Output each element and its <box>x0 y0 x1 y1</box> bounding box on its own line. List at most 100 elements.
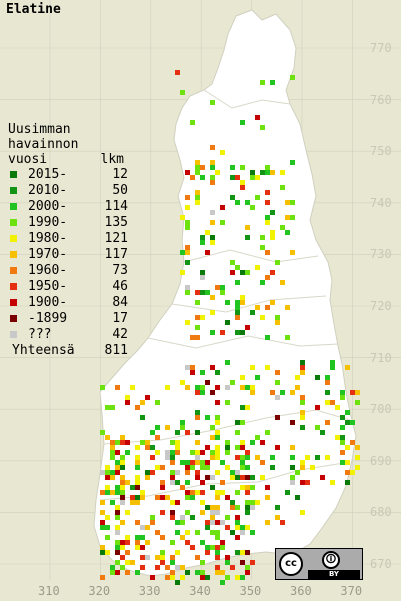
occurrence-cell <box>125 400 130 405</box>
legend-heading-3: vuosi lkm <box>8 152 134 167</box>
occurrence-cell <box>185 540 190 545</box>
occurrence-cell <box>290 475 295 480</box>
occurrence-cell <box>145 475 150 480</box>
occurrence-cell <box>320 475 325 480</box>
occurrence-cell <box>205 415 210 420</box>
occurrence-cell <box>210 175 215 180</box>
occurrence-cell <box>290 215 295 220</box>
occurrence-cell <box>175 440 180 445</box>
occurrence-cell <box>215 450 220 455</box>
legend-period: 1970- <box>28 247 68 262</box>
occurrence-cell <box>145 440 150 445</box>
occurrence-cell <box>235 310 240 315</box>
occurrence-cell <box>215 495 220 500</box>
legend-count: 17 <box>112 311 128 326</box>
occurrence-cell <box>340 390 345 395</box>
legend-count: 46 <box>112 279 128 294</box>
legend-period: 1900- <box>28 295 68 310</box>
occurrence-cell <box>290 390 295 395</box>
occurrence-cell <box>125 570 130 575</box>
occurrence-cell <box>180 250 185 255</box>
occurrence-cell <box>135 545 140 550</box>
occurrence-cell <box>175 480 180 485</box>
occurrence-cell <box>235 550 240 555</box>
occurrence-cell <box>165 575 170 580</box>
occurrence-cell <box>140 415 145 420</box>
occurrence-cell <box>115 510 120 515</box>
occurrence-cell <box>300 360 305 365</box>
occurrence-cell <box>145 540 150 545</box>
occurrence-cell <box>185 195 190 200</box>
occurrence-cell <box>265 365 270 370</box>
occurrence-cell <box>340 460 345 465</box>
occurrence-cell <box>140 490 145 495</box>
occurrence-cell <box>240 465 245 470</box>
occurrence-cell <box>215 545 220 550</box>
occurrence-cell <box>195 385 200 390</box>
occurrence-cell <box>135 460 140 465</box>
occurrence-cell <box>220 285 225 290</box>
legend-count: 135 <box>104 215 128 230</box>
occurrence-cell <box>135 540 140 545</box>
occurrence-cell <box>170 575 175 580</box>
occurrence-cell <box>300 395 305 400</box>
occurrence-cell <box>295 385 300 390</box>
north-label: 700 <box>370 402 392 417</box>
occurrence-cell <box>330 360 335 365</box>
occurrence-cell <box>235 330 240 335</box>
occurrence-cell <box>100 470 105 475</box>
occurrence-cell <box>250 205 255 210</box>
north-label: 670 <box>370 557 392 571</box>
legend-count: 73 <box>112 263 128 278</box>
occurrence-cell <box>205 460 210 465</box>
species-title: Elatine <box>6 2 61 17</box>
occurrence-cell <box>285 215 290 220</box>
occurrence-cell <box>290 480 295 485</box>
occurrence-cell <box>225 515 230 520</box>
occurrence-cell <box>185 285 190 290</box>
occurrence-cell <box>270 80 275 85</box>
occurrence-cell <box>235 490 240 495</box>
occurrence-cell <box>200 500 205 505</box>
occurrence-cell <box>300 365 305 370</box>
occurrence-cell <box>280 170 285 175</box>
north-label: 720 <box>370 299 392 313</box>
person-icon: 🛈 <box>322 551 340 569</box>
legend-row: 1980- 121 <box>8 231 134 247</box>
occurrence-cell <box>200 510 205 515</box>
occurrence-cell <box>300 510 305 515</box>
legend-swatch <box>10 283 17 290</box>
occurrence-cell <box>290 465 295 470</box>
occurrence-cell <box>300 465 305 470</box>
occurrence-cell <box>345 470 350 475</box>
occurrence-cell <box>140 545 145 550</box>
occurrence-cell <box>235 475 240 480</box>
legend-period: 2000- <box>28 199 68 214</box>
occurrence-cell <box>130 495 135 500</box>
occurrence-cell <box>345 480 350 485</box>
occurrence-cell <box>110 490 115 495</box>
occurrence-cell <box>190 365 195 370</box>
occurrence-cell <box>265 250 270 255</box>
occurrence-cell <box>265 275 270 280</box>
occurrence-cell <box>175 70 180 75</box>
occurrence-cell <box>225 450 230 455</box>
occurrence-cell <box>135 445 140 450</box>
occurrence-cell <box>115 550 120 555</box>
occurrence-cell <box>345 365 350 370</box>
occurrence-cell <box>215 430 220 435</box>
occurrence-cell <box>215 520 220 525</box>
occurrence-cell <box>115 465 120 470</box>
occurrence-cell <box>135 475 140 480</box>
occurrence-cell <box>190 120 195 125</box>
occurrence-cell <box>185 260 190 265</box>
occurrence-cell <box>105 465 110 470</box>
occurrence-cell <box>195 165 200 170</box>
occurrence-cell <box>135 480 140 485</box>
occurrence-cell <box>205 230 210 235</box>
occurrence-cell <box>225 320 230 325</box>
occurrence-cell <box>230 530 235 535</box>
occurrence-cell <box>280 390 285 395</box>
occurrence-cell <box>185 385 190 390</box>
occurrence-cell <box>120 565 125 570</box>
